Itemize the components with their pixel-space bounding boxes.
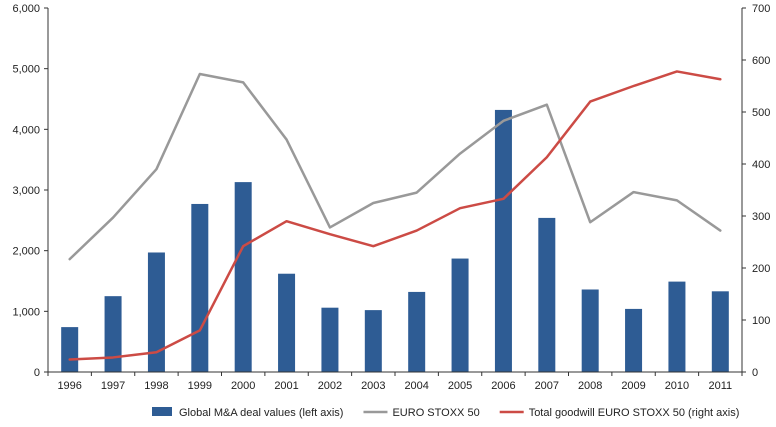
plot-area (61, 70, 729, 373)
bar (711, 291, 729, 372)
bar (321, 307, 339, 372)
left-tick-label: 4,000 (12, 124, 40, 136)
x-tick-label: 2009 (621, 380, 645, 392)
x-tick-label: 2010 (665, 380, 689, 392)
x-tick-label: 1996 (57, 380, 81, 392)
bar (278, 273, 296, 372)
bar (364, 310, 382, 372)
legend-label: EURO STOXX 50 (392, 407, 479, 419)
axes: 0 1,000 2,000 3,000 4,000 5,000 6,000 0 100 200 30… (12, 3, 770, 392)
right-tick-label: 0 (752, 367, 758, 379)
left-tick-label: 1,000 (12, 306, 40, 318)
legend: Global M&A deal values (left axis) EURO S… (152, 407, 739, 419)
x-tick-label: 2011 (708, 380, 732, 392)
bar (451, 258, 469, 372)
left-tick-label: 3,000 (12, 185, 40, 197)
left-tick-label: 6,000 (12, 3, 40, 15)
left-tick-label: 2,000 (12, 246, 40, 258)
right-tick-label: 200 (752, 263, 770, 275)
right-tick-label: 300 (752, 211, 770, 223)
x-tick-label: 2005 (448, 380, 472, 392)
x-tick-label: 2002 (318, 380, 342, 392)
legend-swatch (152, 407, 172, 416)
right-tick-label: 100 (752, 315, 770, 327)
bar (625, 308, 643, 372)
legend-label: Global M&A deal values (left axis) (179, 407, 343, 419)
bar (61, 327, 79, 372)
bar (668, 281, 686, 372)
x-tick-label: 1999 (188, 380, 212, 392)
bar (147, 252, 165, 372)
legend-label: Total goodwill EURO STOXX 50 (right axis… (529, 407, 740, 419)
right-tick-label: 500 (752, 107, 770, 119)
x-tick-label: 2006 (491, 380, 515, 392)
x-tick-label: 2001 (274, 380, 298, 392)
bar (104, 296, 122, 372)
x-tick-label: 2000 (231, 380, 255, 392)
series-line (68, 72, 722, 261)
left-tick-label: 5,000 (12, 64, 40, 76)
x-tick-label: 2007 (535, 380, 559, 392)
bar (581, 289, 599, 372)
right-tick-label: 600 (752, 55, 770, 67)
series-line (68, 70, 722, 361)
bar (234, 182, 252, 372)
bar (191, 203, 209, 372)
bar (408, 291, 426, 372)
bar (538, 217, 556, 372)
x-tick-label: 2003 (361, 380, 385, 392)
right-tick-label: 700 (752, 3, 770, 15)
left-tick-label: 0 (34, 367, 40, 379)
x-tick-label: 1998 (144, 380, 168, 392)
bar (494, 109, 512, 373)
x-tick-label: 2004 (404, 380, 428, 392)
x-tick-label: 2008 (578, 380, 602, 392)
x-tick-label: 1997 (101, 380, 125, 392)
right-tick-label: 400 (752, 159, 770, 171)
